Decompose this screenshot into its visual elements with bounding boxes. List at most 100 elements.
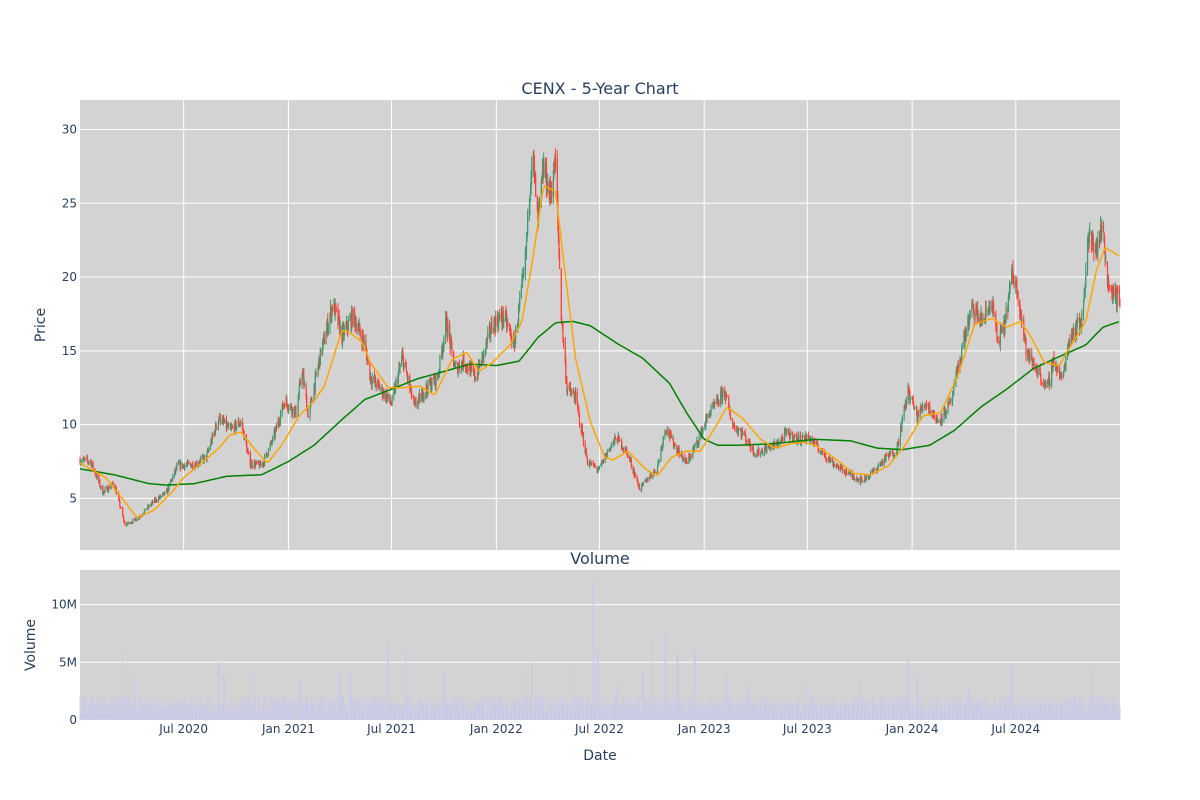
- candle-body: [343, 328, 345, 336]
- volume-bar: [458, 712, 460, 720]
- volume-bar: [945, 711, 947, 720]
- volume-bar: [936, 710, 938, 720]
- volume-bar: [315, 713, 317, 720]
- volume-bar: [303, 710, 305, 720]
- volume-bar: [403, 703, 405, 720]
- volume-bar: [335, 703, 337, 720]
- volume-bar: [1101, 696, 1103, 720]
- candle-body: [311, 398, 313, 402]
- volume-bar: [690, 695, 692, 720]
- volume-bar: [983, 695, 985, 720]
- volume-bar: [334, 709, 336, 720]
- candle-body: [565, 362, 567, 380]
- volume-bar: [573, 706, 575, 720]
- volume-bar: [367, 699, 369, 720]
- volume-bar: [152, 697, 154, 720]
- volume-bar: [565, 712, 567, 720]
- volume-bar: [933, 712, 935, 720]
- volume-bar: [781, 699, 783, 720]
- volume-bar: [164, 708, 166, 720]
- volume-bar: [805, 705, 807, 720]
- volume-bar: [431, 705, 433, 720]
- volume-bar: [837, 708, 839, 720]
- volume-bar: [725, 673, 727, 720]
- volume-bar: [684, 707, 686, 720]
- volume-bar: [171, 709, 173, 720]
- volume-bar: [79, 696, 81, 720]
- candle-body: [850, 472, 852, 475]
- volume-bar: [649, 704, 651, 720]
- volume-bar: [714, 711, 715, 720]
- candle-body: [450, 338, 452, 343]
- volume-bar: [266, 709, 268, 720]
- candle-body: [569, 386, 571, 392]
- candle-body: [1061, 375, 1063, 377]
- volume-bar: [927, 709, 929, 720]
- candle-body: [705, 417, 707, 426]
- candle-body: [832, 464, 835, 467]
- volume-bar: [1107, 697, 1108, 720]
- candle-body: [418, 394, 420, 400]
- volume-bar: [919, 706, 921, 720]
- volume-bar: [519, 698, 521, 720]
- volume-bar: [965, 698, 967, 720]
- candle-body: [359, 323, 361, 332]
- candle-body: [502, 311, 504, 323]
- volume-bar: [959, 706, 961, 720]
- candle-body: [717, 398, 719, 404]
- volume-bar: [736, 705, 738, 720]
- candle-body: [572, 391, 574, 393]
- candle-body: [504, 311, 507, 320]
- volume-bar: [672, 697, 674, 720]
- candle-body: [135, 519, 137, 522]
- candle-body: [442, 347, 444, 355]
- volume-plot-area[interactable]: [80, 570, 1120, 720]
- volume-bar: [692, 707, 694, 720]
- volume-bar: [553, 713, 555, 720]
- volume-bar: [199, 696, 201, 720]
- volume-bar: [765, 699, 767, 720]
- volume-bar: [882, 700, 883, 720]
- candle-body: [668, 428, 670, 436]
- candle-body: [917, 414, 919, 417]
- volume-bar: [143, 703, 145, 720]
- volume-bar: [150, 706, 152, 720]
- volume-bar: [904, 711, 906, 720]
- volume-bar: [744, 713, 746, 720]
- volume-bar: [232, 710, 234, 720]
- volume-bar: [251, 705, 253, 720]
- candle-body: [852, 474, 855, 478]
- volume-bar: [84, 698, 86, 720]
- volume-bar: [471, 710, 473, 720]
- candle-body: [185, 465, 188, 466]
- candle-body: [476, 371, 479, 381]
- candle-body: [652, 475, 654, 478]
- candle-body: [143, 513, 145, 515]
- volume-bar: [825, 708, 827, 720]
- volume-bar: [302, 704, 304, 720]
- volume-bar: [1064, 699, 1066, 720]
- volume-bar: [1003, 707, 1005, 720]
- volume-bar: [638, 696, 640, 720]
- volume-bar: [405, 648, 407, 720]
- candle-body: [347, 321, 349, 331]
- volume-bar: [760, 696, 762, 720]
- volume-bar: [485, 712, 486, 720]
- price-plot-area[interactable]: [80, 100, 1120, 550]
- candle-body: [337, 316, 340, 325]
- volume-bar: [470, 711, 472, 720]
- volume-bar: [664, 634, 666, 720]
- volume-bar: [1055, 698, 1057, 720]
- volume-bar: [483, 702, 485, 720]
- volume-bar: [753, 704, 755, 720]
- candle-body: [472, 367, 475, 374]
- volume-bar: [234, 706, 236, 720]
- candle-body: [733, 425, 736, 429]
- volume-bar: [331, 697, 333, 720]
- volume-bar: [720, 710, 722, 720]
- candle-body: [79, 460, 81, 464]
- candle-body: [225, 419, 227, 429]
- volume-bar: [992, 705, 994, 720]
- volume-bar: [871, 694, 873, 720]
- volume-bar: [814, 703, 816, 720]
